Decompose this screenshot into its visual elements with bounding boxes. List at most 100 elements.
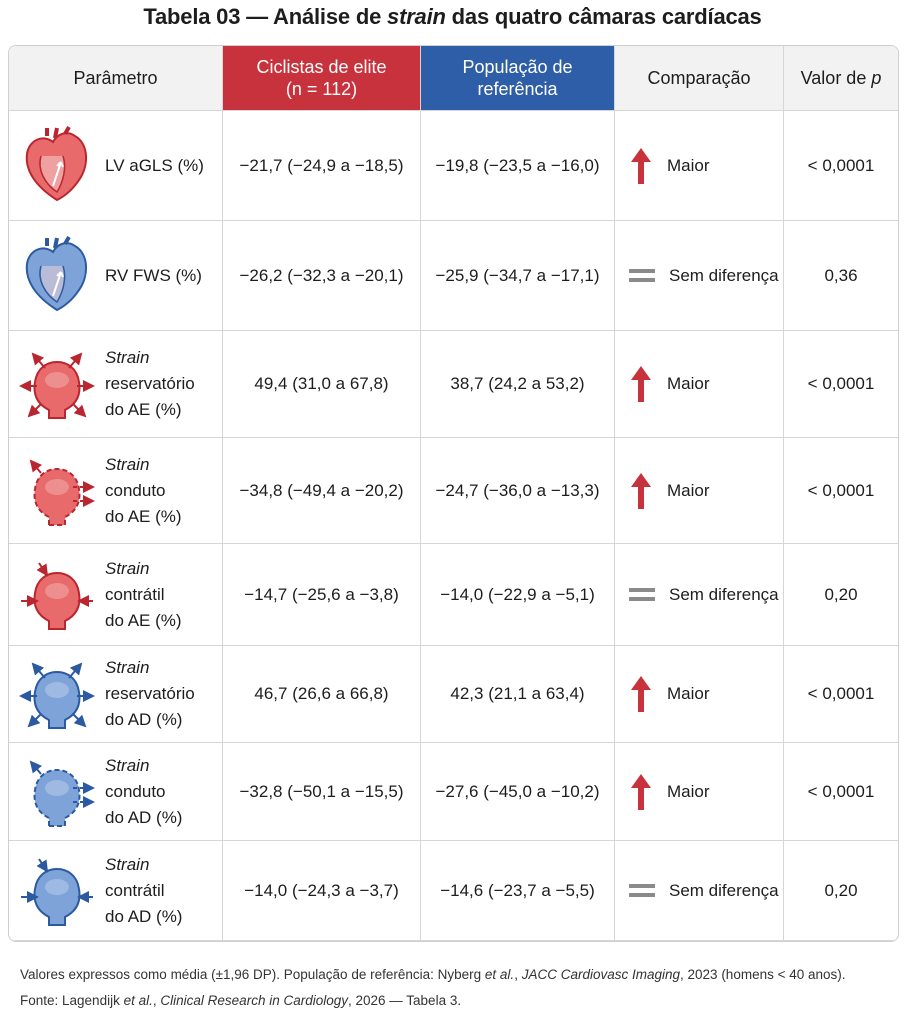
equal-icon	[629, 883, 655, 897]
elite-value: −14,0 (−24,3 a −3,7)	[223, 841, 421, 941]
p-value: < 0,0001	[784, 331, 898, 438]
reference-value: −14,6 (−23,7 a −5,5)	[421, 841, 615, 941]
title: Tabela 03 — Análise de strain das quatro…	[0, 4, 905, 30]
reference-value: 38,7 (24,2 a 53,2)	[421, 331, 615, 438]
comparison-text: Maior	[667, 155, 710, 175]
p-value: < 0,0001	[784, 438, 898, 544]
parameter-label: Strain contrátil do AE (%)	[105, 556, 182, 634]
reference-value: −25,9 (−34,7 a −17,1)	[421, 221, 615, 331]
parameter-cell: RV FWS (%)	[9, 221, 223, 331]
header-cell: Ciclistas de elite (n = 112)	[223, 46, 421, 111]
comparison-cell: Sem diferença	[615, 221, 784, 331]
parameter-line: do AD (%)	[105, 710, 183, 729]
parameter-line: do AD (%)	[105, 906, 183, 926]
footnote-text: JACC Cardiovasc Imaging	[521, 967, 681, 982]
heart-icon	[25, 235, 87, 311]
parameter-line: contrátil	[105, 584, 165, 604]
parameter-cell: Strain conduto do AD (%)	[9, 743, 223, 841]
parameter-emphasis: Strain	[105, 558, 150, 578]
parameter-line: do AE (%)	[105, 506, 182, 526]
parameter-cell: LV aGLS (%)	[9, 111, 223, 221]
comparison-cell: Maior	[615, 743, 784, 841]
footnote-text: Valores expressos como média (±1,96 DP).…	[20, 967, 482, 982]
header-text: referência	[477, 79, 558, 99]
parameter-emphasis: Strain	[105, 348, 150, 367]
footnote: Fonte: Lagendijk et al., Clinical Resear…	[20, 988, 846, 1014]
p-value: < 0,0001	[784, 111, 898, 221]
header-cell: População de referência	[421, 46, 615, 111]
reference-value: 42,3 (21,1 a 63,4)	[421, 646, 615, 743]
parameter-line: conduto	[105, 480, 166, 500]
header-cell: Valor de p	[784, 46, 898, 111]
equal-icon	[629, 268, 655, 282]
header-text: Ciclistas de elite	[256, 57, 387, 77]
header-emphasis: p	[871, 68, 882, 88]
reference-value: −24,7 (−36,0 a −13,3)	[421, 438, 615, 544]
up-arrow-icon	[631, 773, 651, 810]
parameter-label: Strain contrátil do AD (%)	[105, 852, 182, 930]
comparison-cell: Sem diferença	[615, 544, 784, 646]
parameter-line: LV aGLS (%)	[105, 155, 204, 175]
parameter-line: reservatório	[105, 684, 195, 703]
header-text: (n = 112)	[285, 79, 358, 99]
header-text: Parâmetro	[73, 68, 158, 88]
title-text: das quatro câmaras cardíacas	[451, 4, 762, 29]
p-value: 0,20	[784, 841, 898, 941]
up-arrow-icon	[631, 472, 651, 509]
footnote: Valores expressos como média (±1,96 DP).…	[20, 962, 846, 988]
parameter-cell: Strain reservatório do AD (%)	[9, 646, 223, 743]
parameter-cell: Strain conduto do AE (%)	[9, 438, 223, 544]
atrium-icon	[19, 662, 95, 729]
atrium-icon	[21, 857, 93, 926]
footnote-text: ,	[514, 967, 518, 982]
comparison-cell: Sem diferença	[615, 841, 784, 941]
footnote-text: Clinical Research in Cardiology	[160, 993, 348, 1008]
parameter-line: do AE (%)	[105, 610, 182, 630]
parameter-cell: Strain reservatório do AE (%)	[9, 331, 223, 438]
reference-value: −19,8 (−23,5 a −16,0)	[421, 111, 615, 221]
parameter-label: RV FWS (%)	[105, 263, 202, 289]
parameter-line: reservatório	[105, 374, 195, 393]
parameter-cell: Strain contrátil do AD (%)	[9, 841, 223, 941]
parameter-line: contrátil	[105, 880, 165, 900]
heart-icon	[25, 125, 87, 201]
p-value: < 0,0001	[784, 743, 898, 841]
p-value: < 0,0001	[784, 646, 898, 743]
comparison-cell: Maior	[615, 646, 784, 743]
comparison-cell: Maior	[615, 111, 784, 221]
header-cell: Comparação	[615, 46, 784, 111]
elite-value: −14,7 (−25,6 a −3,8)	[223, 544, 421, 646]
up-arrow-icon	[631, 676, 651, 712]
comparison-text: Sem diferença	[669, 265, 779, 285]
parameter-emphasis: Strain	[105, 755, 150, 775]
footnotes: Valores expressos como média (±1,96 DP).…	[20, 962, 846, 1014]
equal-icon	[629, 587, 655, 601]
elite-value: −34,8 (−49,4 a −20,2)	[223, 438, 421, 544]
parameter-line: do AD (%)	[105, 807, 183, 827]
atrium-icon	[29, 759, 95, 827]
elite-value: 46,7 (26,6 a 66,8)	[223, 646, 421, 743]
header-text: População de	[462, 57, 573, 77]
elite-value: −26,2 (−32,3 a −20,1)	[223, 221, 421, 331]
parameter-line: RV FWS (%)	[105, 265, 202, 285]
atrium-icon	[21, 561, 93, 630]
reference-value: −14,0 (−22,9 a −5,1)	[421, 544, 615, 646]
parameter-cell: Strain contrátil do AE (%)	[9, 544, 223, 646]
comparison-text: Sem diferença	[669, 880, 779, 900]
atrium-icon	[29, 458, 95, 526]
parameter-line: do AE (%)	[105, 400, 182, 419]
footnote-text: ,	[152, 993, 157, 1008]
elite-value: 49,4 (31,0 a 67,8)	[223, 331, 421, 438]
p-value: 0,20	[784, 544, 898, 646]
header-cell: Parâmetro	[9, 46, 223, 111]
footnote-text: Fonte: Lagendijk	[20, 993, 120, 1008]
parameter-label: Strain conduto do AD (%)	[105, 753, 182, 831]
reference-value: −27,6 (−45,0 a −10,2)	[421, 743, 615, 841]
title-emphasis: strain	[387, 4, 446, 29]
header-text: Comparação	[647, 68, 751, 88]
comparison-text: Maior	[667, 684, 710, 703]
title-text: Tabela 03 — Análise de	[143, 4, 382, 29]
parameter-label: Strain reservatório do AD (%)	[105, 655, 195, 733]
up-arrow-icon	[631, 147, 651, 184]
